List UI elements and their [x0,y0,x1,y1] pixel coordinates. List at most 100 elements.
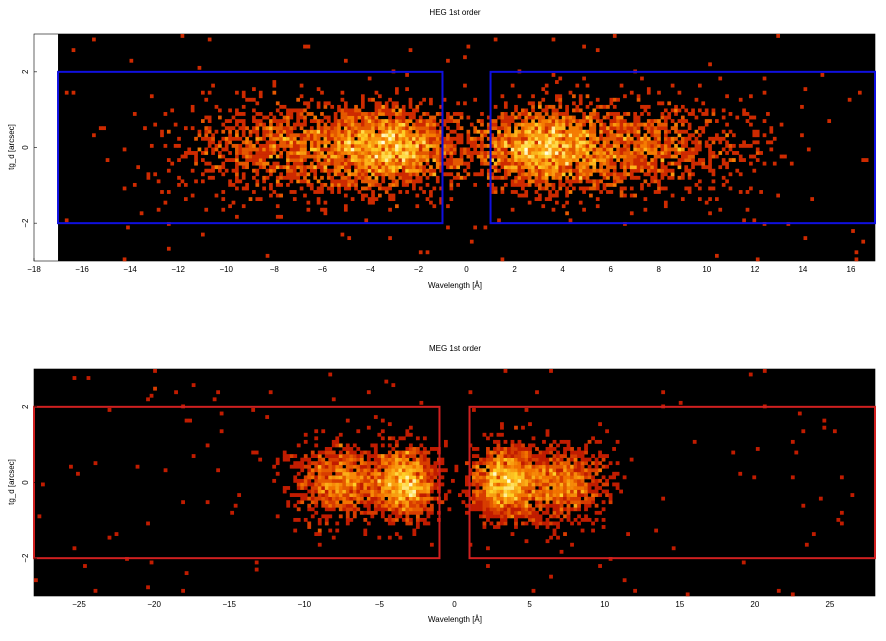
heatmap-cell [331,507,336,512]
heatmap-cell [687,158,692,162]
heatmap-cell [493,147,498,152]
heatmap-cell [578,168,583,173]
heatmap-cell [580,482,585,487]
heatmap-cell [483,129,488,134]
heatmap-cell [589,112,593,116]
heatmap-cell [687,151,692,155]
heatmap-cell [265,154,270,159]
heatmap-cell [573,503,578,508]
heatmap-cell [657,90,661,95]
heatmap-cell [563,532,567,537]
heatmap-cell [323,165,328,170]
heatmap-cell [514,493,518,497]
heatmap-cell [349,475,354,480]
heatmap-cell [415,165,420,170]
heatmap-cell [558,143,563,148]
heatmap-cell [542,482,546,487]
heatmap-cell [360,172,365,177]
heatmap-cell [415,507,420,512]
heatmap-cell [377,457,382,462]
heatmap-cell [342,493,347,497]
heatmap-cell [548,197,552,202]
heatmap-cell [507,122,512,127]
heatmap-cell [221,207,226,212]
heatmap-cell [371,161,375,166]
heatmap-cell [640,168,644,173]
heatmap-cell [697,83,702,88]
heatmap-cell [388,165,392,170]
heatmap-cell [472,493,476,497]
heatmap-cell [265,129,270,134]
heatmap-cell [563,486,567,490]
heatmap-cell [391,104,396,109]
heatmap-cell [340,143,345,148]
heatmap-cell [320,168,324,173]
heatmap-cell [309,129,314,134]
heatmap-cell [490,140,495,145]
heatmap-cell [573,450,578,455]
heatmap-cell [258,94,263,99]
heatmap-cell [549,478,553,483]
heatmap-cell [429,140,433,145]
heatmap-cell [426,457,431,462]
heatmap-cell [633,126,638,131]
heatmap-cell [333,119,338,123]
heatmap-cell [708,119,712,123]
heatmap-cell [524,496,529,501]
heatmap-cell [356,493,361,497]
heatmap-cell [500,94,505,99]
heatmap-cell [548,161,552,166]
heatmap-cell [405,482,410,487]
heatmap-cell [439,186,443,191]
heatmap-cell [255,147,260,152]
heatmap-cell [535,447,539,451]
heatmap-cell [364,122,369,127]
heatmap-cell [573,461,578,466]
heatmap-cell [472,475,476,480]
heatmap-cell [296,443,301,448]
heatmap-cell [605,454,609,458]
heatmap-cell [580,454,585,458]
heatmap-cell [510,510,515,515]
heatmap-cell [326,147,331,152]
heatmap-cell [731,450,736,455]
heatmap-cell [606,165,610,170]
heatmap-cell [493,457,497,462]
heatmap-cell [122,257,127,262]
heatmap-cell [556,468,560,473]
heatmap-cell [317,493,322,497]
heatmap-cell [331,535,336,540]
heatmap-cell [366,461,371,466]
heatmap-cell [503,500,508,505]
heatmap-cell [619,489,623,494]
heatmap-cell [616,119,620,123]
heatmap-cell [394,468,399,473]
heatmap-cell [337,129,341,134]
heatmap-cell [762,90,767,95]
heatmap-cell [640,76,644,81]
heatmap-cell [422,517,427,522]
heatmap-cell [545,521,550,526]
heatmap-cell [258,197,263,202]
heatmap-cell [398,151,403,155]
heatmap-cell [538,151,542,155]
meg-plot-area: −25 −20 −15 −10 −5 0 5 10 15 20 25 −202 [21,368,876,609]
heatmap-cell [721,129,726,134]
heatmap-cell [132,112,137,116]
heatmap-cell [483,151,488,155]
heatmap-cell [326,115,331,120]
heatmap-cell [490,158,495,162]
heatmap-cell [324,464,329,469]
heatmap-cell [528,503,532,508]
heatmap-cell [592,151,597,155]
heatmap-cell [356,482,361,487]
heatmap-cell [252,158,256,162]
x-tick-label: −16 [75,265,89,274]
heatmap-cell [380,503,385,508]
heatmap-cell [578,172,583,177]
heatmap-cell [544,197,549,202]
heatmap-cell [715,136,719,141]
heatmap-cell [594,486,599,490]
heatmap-cell [517,147,522,152]
heatmap-cell [612,179,617,184]
